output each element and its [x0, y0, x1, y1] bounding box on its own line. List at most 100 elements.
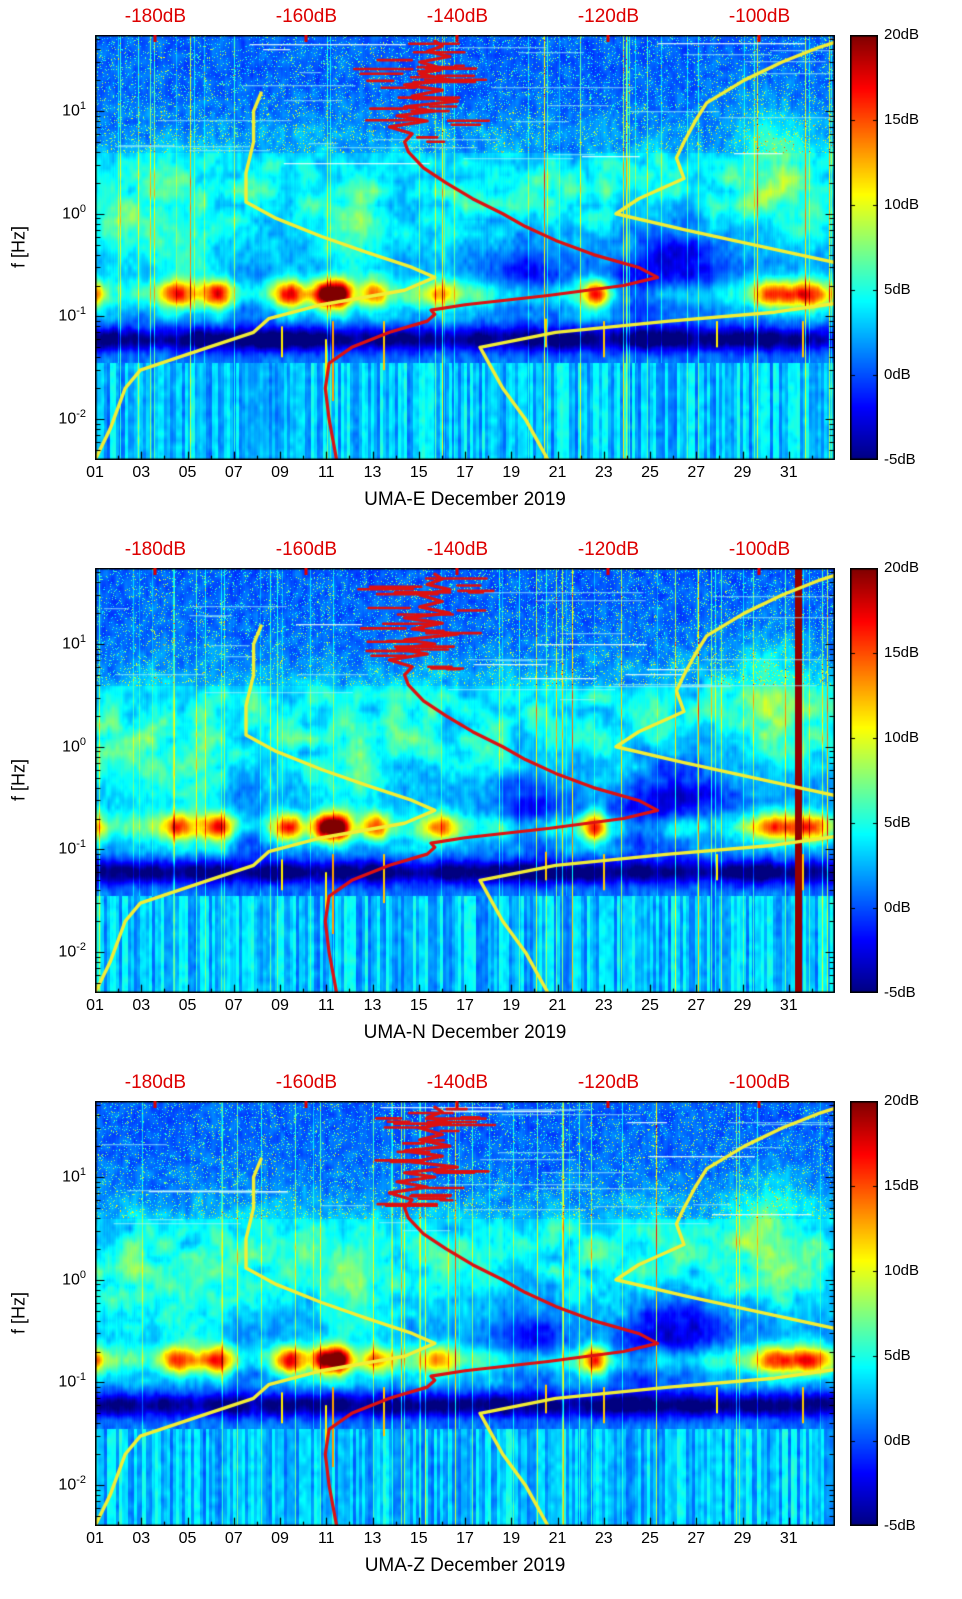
x-tick-label: 31	[779, 464, 798, 481]
colorbar-uma-e	[850, 35, 878, 460]
x-tick-label: 01	[86, 997, 104, 1014]
x-tick-label: 13	[363, 997, 382, 1014]
y-tick-label: 100	[22, 203, 86, 223]
y-tick-label: 10-1	[22, 1371, 86, 1391]
x-tick-label: 03	[132, 1530, 151, 1547]
x-tick-label: 13	[363, 464, 382, 481]
x-tick-label: 17	[456, 464, 474, 481]
x-tick-label: 17	[456, 997, 474, 1014]
colorbar-tick-label: 20dB	[884, 1092, 920, 1109]
x-tick-label: 21	[548, 997, 567, 1014]
colorbar-tick-label: 0dB	[884, 1432, 911, 1449]
colorbar-tick-label: 5dB	[884, 1347, 911, 1364]
colorbar-tick-label: 10dB	[884, 1262, 920, 1279]
colorbar-tick-label: 15dB	[884, 1177, 920, 1194]
top-axis-db-label: -120dB	[577, 6, 640, 27]
panel-title: UMA-E December 2019	[364, 489, 566, 510]
colorbar-tick-label: 20dB	[884, 26, 920, 43]
colorbar-tick-label: 5dB	[884, 281, 911, 298]
y-tick-base: 10	[62, 205, 80, 223]
y-tick-label: 10-2	[22, 941, 86, 961]
x-tick-label: 27	[687, 464, 706, 481]
colorbar-tick-label: -5dB	[884, 1517, 916, 1534]
top-axis-db-label: -180dB	[124, 6, 187, 27]
x-tick-label: 25	[641, 464, 659, 481]
colorbar-uma-n	[850, 568, 878, 993]
colorbar-tick-label: -5dB	[884, 984, 916, 1001]
x-tick-label: 05	[178, 997, 197, 1014]
y-tick-exponent: 1	[79, 100, 86, 113]
y-tick-base: 10	[58, 1476, 77, 1494]
x-tick-label: 23	[594, 464, 613, 481]
x-tick-label: 15	[409, 997, 428, 1014]
x-tick-label: 27	[687, 997, 706, 1014]
panel-uma-n: f [Hz] 101 100 10-1 10-2 01 03 05 07 09 11 13 15 17 19…	[0, 533, 962, 1066]
x-tick-label: 15	[409, 464, 428, 481]
panel-title: UMA-N December 2019	[363, 1022, 567, 1043]
x-tick-label: 09	[271, 997, 289, 1014]
y-tick-label: 101	[22, 1166, 86, 1186]
x-tick-label: 15	[409, 1530, 428, 1547]
y-tick-label: 10-2	[22, 408, 86, 428]
x-tick-label: 11	[317, 1530, 335, 1547]
x-tick-label: 11	[317, 464, 335, 481]
x-tick-label: 25	[641, 1530, 659, 1547]
x-tick-label: 27	[687, 1530, 706, 1547]
y-tick-exponent: 0	[79, 735, 86, 748]
x-tick-label: 17	[456, 1530, 474, 1547]
y-tick-label: 100	[22, 1269, 86, 1289]
top-axis-db-label: -100dB	[728, 539, 791, 560]
y-tick-label: 101	[22, 633, 86, 653]
x-tick-label: 09	[271, 1530, 289, 1547]
y-tick-exponent: -2	[76, 941, 86, 954]
y-tick-label: 10-1	[22, 305, 86, 325]
y-tick-exponent: -2	[76, 1474, 86, 1487]
y-tick-label: 10-1	[22, 838, 86, 858]
y-tick-base: 10	[58, 307, 77, 325]
top-axis-db-label: -180dB	[124, 1072, 187, 1093]
colorbar-tick-label: 10dB	[884, 729, 920, 746]
spectrogram-canvas-uma-z	[95, 1101, 835, 1526]
y-axis-label: f [Hz]	[8, 226, 29, 269]
top-axis-db-label: -120dB	[577, 539, 640, 560]
y-tick-exponent: 0	[79, 1268, 86, 1281]
colorbar-tick-label: 10dB	[884, 196, 920, 213]
x-tick-label: 07	[224, 997, 243, 1014]
x-tick-label: 05	[178, 1530, 197, 1547]
top-axis-db-label: -140dB	[426, 6, 489, 27]
y-tick-base: 10	[62, 102, 80, 120]
x-tick-label: 01	[86, 464, 104, 481]
y-tick-base: 10	[62, 1271, 80, 1289]
top-axis-db-label: -120dB	[577, 1072, 640, 1093]
top-axis-db-label: -100dB	[728, 1072, 791, 1093]
y-tick-exponent: -1	[76, 305, 86, 318]
top-axis-db-label: -160dB	[275, 539, 338, 560]
x-tick-label: 11	[317, 997, 335, 1014]
y-axis-label: f [Hz]	[8, 759, 29, 802]
top-axis-db-label: -180dB	[124, 539, 187, 560]
panel-uma-e: f [Hz] 101 100 10-1 10-2 01 03 05 07 09 11 13 15 17 19…	[0, 0, 962, 533]
y-tick-base: 10	[58, 943, 77, 961]
x-tick-label: 31	[779, 997, 798, 1014]
x-tick-label: 25	[641, 997, 659, 1014]
x-tick-label: 21	[548, 464, 567, 481]
x-tick-label: 01	[86, 1530, 104, 1547]
y-tick-exponent: -2	[76, 408, 86, 421]
top-axis-db-label: -140dB	[426, 539, 489, 560]
x-tick-label: 09	[271, 464, 289, 481]
y-tick-exponent: 1	[79, 633, 86, 646]
top-axis-db-label: -160dB	[275, 6, 338, 27]
y-tick-label: 10-2	[22, 1474, 86, 1494]
y-tick-base: 10	[58, 840, 77, 858]
colorbar-tick-label: 0dB	[884, 366, 911, 383]
x-tick-label: 13	[363, 1530, 382, 1547]
colorbar-tick-label: 20dB	[884, 559, 920, 576]
panel-uma-z: f [Hz] 101 100 10-1 10-2 01 03 05 07 09 11 13 15 17 19…	[0, 1066, 962, 1599]
colorbar-tick-label: 15dB	[884, 644, 920, 661]
colorbar-tick-label: 15dB	[884, 111, 920, 128]
spectrogram-canvas-uma-n	[95, 568, 835, 993]
x-tick-label: 31	[779, 1530, 798, 1547]
y-tick-exponent: 1	[79, 1166, 86, 1179]
y-tick-base: 10	[58, 410, 77, 428]
